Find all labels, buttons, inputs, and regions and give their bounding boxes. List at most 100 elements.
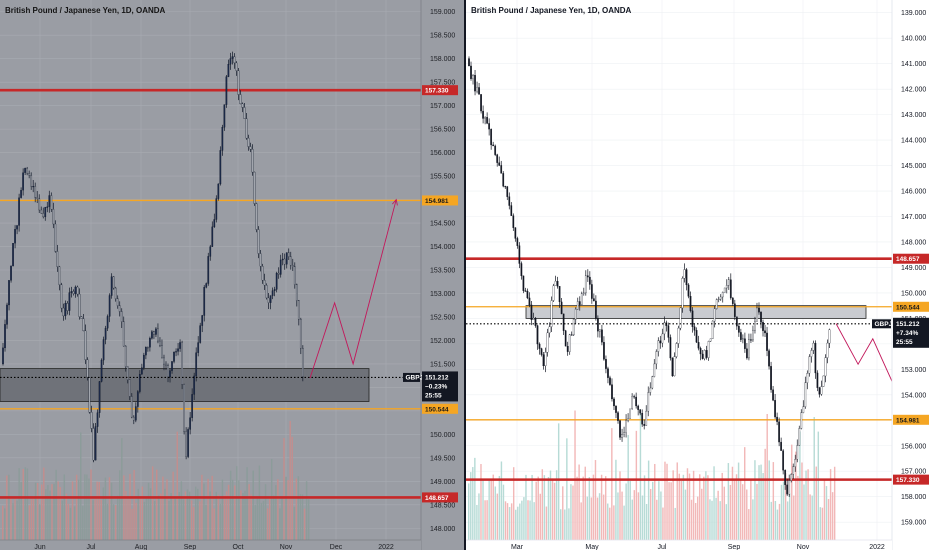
right-chart-svg[interactable]: 139.000 140.000 141.000 142.000 143.000 144.0… xyxy=(466,0,932,550)
candle-body[interactable] xyxy=(227,64,230,77)
candle-body[interactable] xyxy=(132,416,135,421)
candle-body[interactable] xyxy=(514,227,517,239)
candle-body[interactable] xyxy=(576,301,579,310)
candle-body[interactable] xyxy=(790,474,793,481)
candle-body[interactable] xyxy=(38,198,41,211)
candle-body[interactable] xyxy=(657,340,660,352)
candle-body[interactable] xyxy=(468,58,470,67)
candle-body[interactable] xyxy=(609,377,611,385)
candle-body[interactable] xyxy=(639,409,642,414)
candle-body[interactable] xyxy=(193,375,196,395)
candle-body[interactable] xyxy=(623,432,625,435)
candle-body[interactable] xyxy=(649,387,652,393)
candle-body[interactable] xyxy=(225,76,228,105)
candle-body[interactable] xyxy=(72,291,75,294)
candle-body[interactable] xyxy=(223,104,226,128)
candle-body[interactable] xyxy=(631,396,633,410)
candle-body[interactable] xyxy=(275,272,278,290)
candle-body[interactable] xyxy=(490,129,493,146)
candle-body[interactable] xyxy=(54,223,57,252)
candle-body[interactable] xyxy=(504,186,507,188)
candle-body[interactable] xyxy=(796,445,799,460)
candle-body[interactable] xyxy=(770,366,772,390)
candle-body[interactable] xyxy=(601,329,603,343)
candle-body[interactable] xyxy=(683,269,686,279)
candle-body[interactable] xyxy=(774,400,776,418)
candle-body[interactable] xyxy=(195,352,198,377)
candle-body[interactable] xyxy=(6,304,8,325)
candle-body[interactable] xyxy=(130,396,133,418)
candle-body[interactable] xyxy=(659,340,662,344)
candle-body[interactable] xyxy=(663,322,666,335)
candle-body[interactable] xyxy=(207,256,210,284)
candle-body[interactable] xyxy=(46,206,49,208)
candle-body[interactable] xyxy=(58,266,61,285)
candle-body[interactable] xyxy=(124,345,127,367)
candle-body[interactable] xyxy=(671,357,674,377)
candle-body[interactable] xyxy=(762,322,764,331)
candle-body[interactable] xyxy=(635,396,638,407)
candle-body[interactable] xyxy=(715,299,718,309)
candle-body[interactable] xyxy=(229,58,232,65)
candle-body[interactable] xyxy=(778,421,780,443)
candle-body[interactable] xyxy=(159,340,161,346)
candle-body[interactable] xyxy=(273,289,276,291)
candle-body[interactable] xyxy=(197,342,200,353)
candle-body[interactable] xyxy=(48,195,51,207)
candle-body[interactable] xyxy=(221,127,224,151)
candle-body[interactable] xyxy=(134,406,137,421)
candle-body[interactable] xyxy=(271,290,274,296)
candle-body[interactable] xyxy=(593,298,595,302)
candle-body[interactable] xyxy=(548,326,551,334)
candle-body[interactable] xyxy=(687,284,690,297)
candle-body[interactable] xyxy=(36,197,39,199)
candle-body[interactable] xyxy=(235,62,238,71)
candle-body[interactable] xyxy=(605,359,607,369)
candle-body[interactable] xyxy=(76,286,79,295)
candle-body[interactable] xyxy=(508,196,511,206)
candle-body[interactable] xyxy=(62,307,65,317)
candle-body[interactable] xyxy=(526,290,529,299)
candle-body[interactable] xyxy=(554,280,557,286)
candle-body[interactable] xyxy=(578,301,581,305)
candle-body[interactable] xyxy=(209,246,212,257)
candle-body[interactable] xyxy=(217,183,220,199)
candle-body[interactable] xyxy=(627,418,629,421)
candle-body[interactable] xyxy=(486,117,488,124)
candle-body[interactable] xyxy=(810,350,813,357)
candle-body[interactable] xyxy=(167,365,169,378)
candle-body[interactable] xyxy=(800,412,803,429)
candle-body[interactable] xyxy=(784,470,787,486)
candle-body[interactable] xyxy=(90,412,93,429)
candle-body[interactable] xyxy=(191,394,194,418)
candle-body[interactable] xyxy=(758,307,760,313)
candle-body[interactable] xyxy=(42,213,45,218)
candle-body[interactable] xyxy=(780,441,782,451)
candle-body[interactable] xyxy=(824,357,827,377)
candle-body[interactable] xyxy=(299,318,302,349)
candle-body[interactable] xyxy=(470,65,472,79)
candle-body[interactable] xyxy=(169,370,171,378)
candle-body[interactable] xyxy=(267,297,270,303)
candle-body[interactable] xyxy=(510,205,513,216)
candle-body[interactable] xyxy=(480,94,482,112)
candle-body[interactable] xyxy=(114,287,117,299)
candle-body[interactable] xyxy=(633,396,635,398)
candle-body[interactable] xyxy=(68,292,71,311)
candle-body[interactable] xyxy=(709,338,712,342)
candle-body[interactable] xyxy=(255,203,258,230)
candle-body[interactable] xyxy=(173,352,175,362)
candle-body[interactable] xyxy=(84,330,87,360)
candle-body[interactable] xyxy=(792,466,795,475)
candle-body[interactable] xyxy=(512,215,515,228)
candle-body[interactable] xyxy=(185,431,187,457)
candle-body[interactable] xyxy=(647,392,650,412)
candle-body[interactable] xyxy=(478,87,480,95)
candle-body[interactable] xyxy=(828,329,831,344)
candle-body[interactable] xyxy=(540,348,543,355)
support-zone-box[interactable] xyxy=(525,305,867,319)
candle-body[interactable] xyxy=(100,359,103,382)
candle-body[interactable] xyxy=(136,391,139,407)
candle-body[interactable] xyxy=(669,337,672,359)
